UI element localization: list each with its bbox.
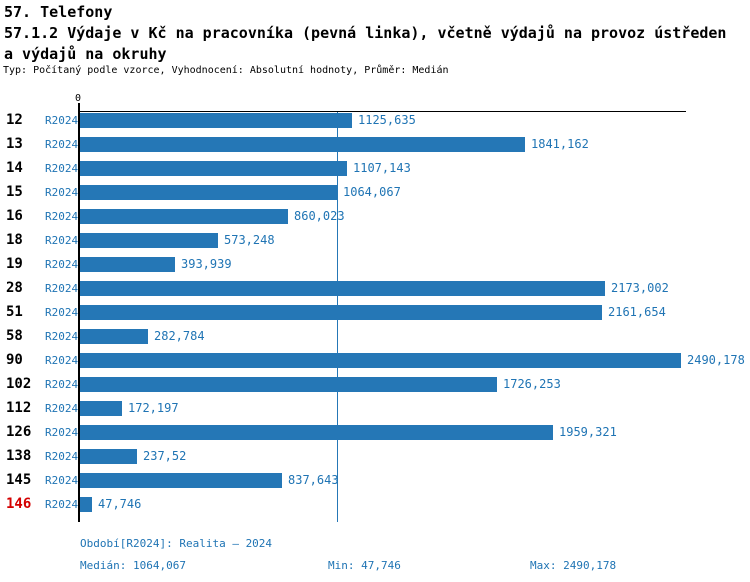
row-category-label: 14 bbox=[6, 160, 23, 176]
bar bbox=[80, 305, 602, 320]
chart-subtitle-line1: 57.1.2 Výdaje v Kč na pracovníka (pevná … bbox=[4, 24, 727, 42]
row-category-label: 28 bbox=[6, 280, 23, 296]
bar bbox=[80, 425, 553, 440]
bar bbox=[80, 449, 137, 464]
bar bbox=[80, 257, 175, 272]
bar-value-label: 237,52 bbox=[143, 449, 187, 463]
bar-value-label: 837,643 bbox=[288, 473, 339, 487]
row-series-label: R2024 bbox=[45, 210, 79, 223]
bar-value-label: 172,197 bbox=[128, 401, 179, 415]
bar-value-label: 47,746 bbox=[98, 497, 142, 511]
row-category-label: 146 bbox=[6, 496, 32, 512]
y-axis-line bbox=[78, 103, 80, 522]
bar bbox=[80, 161, 347, 176]
footer-min: Min: 47,746 bbox=[328, 559, 401, 572]
bar-value-label: 2161,654 bbox=[608, 305, 666, 319]
bar-value-label: 1125,635 bbox=[358, 113, 416, 127]
row-series-label: R2024 bbox=[45, 402, 79, 415]
row-category-label: 145 bbox=[6, 472, 32, 488]
row-category-label: 126 bbox=[6, 424, 32, 440]
row-series-label: R2024 bbox=[45, 354, 79, 367]
bar bbox=[80, 329, 148, 344]
bar-value-label: 1841,162 bbox=[531, 137, 589, 151]
bar bbox=[80, 233, 218, 248]
row-series-label: R2024 bbox=[45, 258, 79, 271]
axis-top-line bbox=[80, 111, 686, 112]
footer-period: Období[R2024]: Realita – 2024 bbox=[80, 537, 273, 550]
bar bbox=[80, 497, 92, 512]
row-series-label: R2024 bbox=[45, 378, 79, 391]
row-category-label: 13 bbox=[6, 136, 23, 152]
row-category-label: 112 bbox=[6, 400, 32, 416]
axis-origin-label: 0 bbox=[75, 93, 82, 104]
bar-value-label: 1107,143 bbox=[353, 161, 411, 175]
row-category-label: 102 bbox=[6, 376, 32, 392]
row-category-label: 51 bbox=[6, 304, 23, 320]
footer-max: Max: 2490,178 bbox=[530, 559, 617, 572]
bar-value-label: 1959,321 bbox=[559, 425, 617, 439]
row-series-label: R2024 bbox=[45, 450, 79, 463]
bar bbox=[80, 113, 352, 128]
bar-value-label: 1726,253 bbox=[503, 377, 561, 391]
bar-value-label: 2490,178 bbox=[687, 353, 745, 367]
bar-value-label: 573,248 bbox=[224, 233, 275, 247]
row-series-label: R2024 bbox=[45, 306, 79, 319]
bar-value-label: 860,023 bbox=[294, 209, 345, 223]
row-series-label: R2024 bbox=[45, 138, 79, 151]
bar bbox=[80, 281, 605, 296]
row-category-label: 12 bbox=[6, 112, 23, 128]
page-title: 57. Telefony bbox=[4, 3, 113, 21]
footer-median: Medián: 1064,067 bbox=[80, 559, 186, 572]
row-category-label: 15 bbox=[6, 184, 23, 200]
bar bbox=[80, 377, 497, 392]
row-series-label: R2024 bbox=[45, 474, 79, 487]
row-category-label: 16 bbox=[6, 208, 23, 224]
chart-meta-info: Typ: Počítaný podle vzorce, Vyhodnocení:… bbox=[3, 65, 449, 76]
row-category-label: 90 bbox=[6, 352, 23, 368]
bar bbox=[80, 209, 288, 224]
bar bbox=[80, 473, 282, 488]
row-category-label: 138 bbox=[6, 448, 32, 464]
row-series-label: R2024 bbox=[45, 234, 79, 247]
row-category-label: 18 bbox=[6, 232, 23, 248]
bar bbox=[80, 353, 681, 368]
row-series-label: R2024 bbox=[45, 162, 79, 175]
row-series-label: R2024 bbox=[45, 186, 79, 199]
bar bbox=[80, 137, 525, 152]
row-series-label: R2024 bbox=[45, 498, 79, 511]
bar bbox=[80, 185, 337, 200]
bar-value-label: 393,939 bbox=[181, 257, 232, 271]
bar-value-label: 1064,067 bbox=[343, 185, 401, 199]
bar bbox=[80, 401, 122, 416]
bar-value-label: 282,784 bbox=[154, 329, 205, 343]
row-category-label: 19 bbox=[6, 256, 23, 272]
chart-subtitle-line2: a výdajů na okruhy bbox=[4, 45, 167, 63]
row-series-label: R2024 bbox=[45, 330, 79, 343]
row-series-label: R2024 bbox=[45, 282, 79, 295]
bar-value-label: 2173,002 bbox=[611, 281, 669, 295]
row-series-label: R2024 bbox=[45, 426, 79, 439]
row-series-label: R2024 bbox=[45, 114, 79, 127]
row-category-label: 58 bbox=[6, 328, 23, 344]
